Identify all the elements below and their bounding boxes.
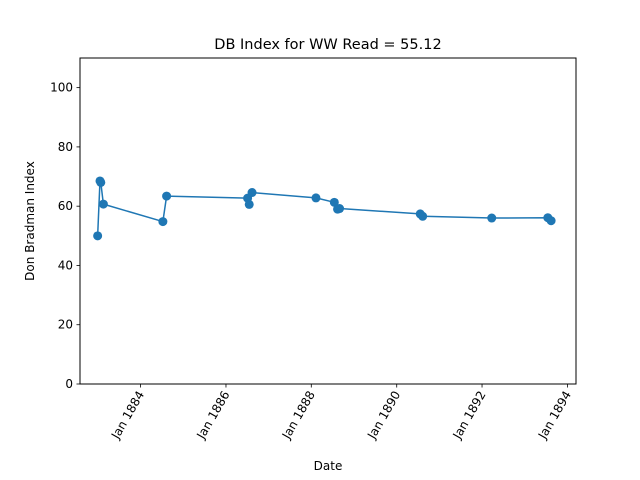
y-tick-label-60: 60	[58, 199, 73, 213]
chart-title: DB Index for WW Read = 55.12	[214, 37, 441, 53]
data-point-15	[487, 213, 497, 223]
data-point-3	[98, 199, 108, 209]
y-tick-label-100: 100	[50, 81, 73, 95]
y-tick-label-20: 20	[58, 318, 73, 332]
data-point-7	[244, 199, 254, 209]
data-point-0	[93, 231, 103, 241]
plot-frame	[79, 57, 577, 385]
y-axis-label: Don Bradman Index	[23, 161, 37, 281]
data-point-10	[329, 197, 339, 207]
data-point-9	[311, 193, 321, 203]
data-point-12	[335, 204, 345, 214]
data-point-2	[96, 177, 106, 187]
y-tick-label-40: 40	[58, 258, 73, 272]
y-tick-label-0: 0	[65, 377, 73, 391]
y-tick-label-80: 80	[58, 140, 73, 154]
data-point-17	[546, 216, 556, 226]
data-point-14	[418, 211, 428, 221]
data-point-4	[158, 217, 168, 227]
data-point-8	[247, 188, 257, 198]
data-point-5	[162, 191, 172, 201]
x-axis-label: Date	[314, 459, 343, 473]
